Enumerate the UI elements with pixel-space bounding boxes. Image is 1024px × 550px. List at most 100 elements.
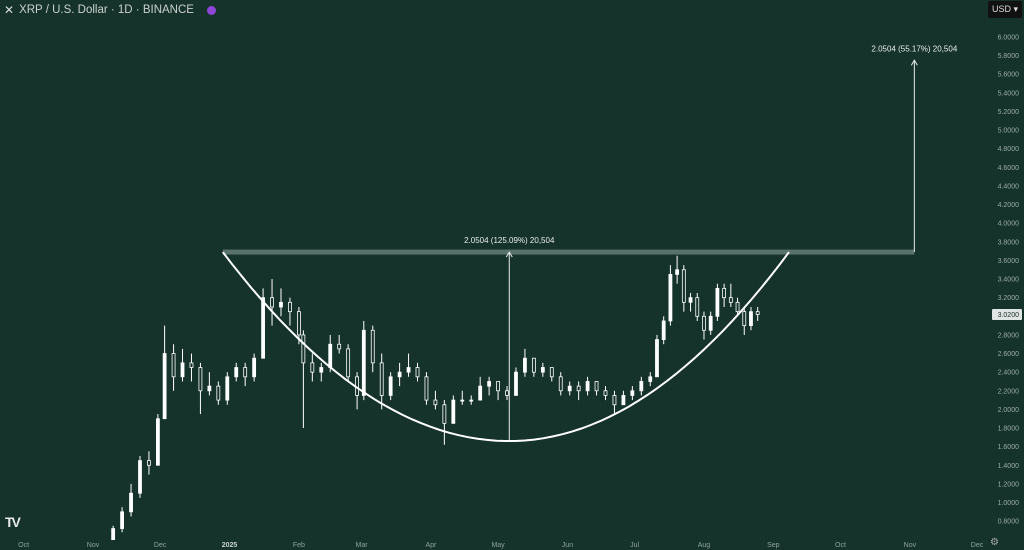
- candle: [469, 395, 474, 405]
- candle: [621, 390, 626, 406]
- y-tick-label: 5.8000: [998, 53, 1020, 60]
- candle: [138, 455, 142, 498]
- candle-body: [648, 376, 653, 382]
- candle-body: [668, 274, 673, 322]
- depth-arrow-label: 2.0504 (125.09%) 20,504: [464, 236, 555, 245]
- candle-body: [180, 362, 185, 378]
- candle-body: [630, 390, 635, 396]
- candle: [225, 372, 230, 405]
- candle: [252, 353, 257, 382]
- candle-body: [612, 395, 617, 406]
- candle: [415, 362, 420, 382]
- candle: [722, 283, 727, 307]
- candle-body: [310, 362, 315, 373]
- candle: [198, 362, 203, 415]
- candle-body: [728, 297, 733, 303]
- candle: [531, 357, 536, 377]
- candle: [603, 386, 608, 401]
- candle-body: [695, 297, 700, 317]
- candle-body: [576, 385, 581, 392]
- candle-body: [361, 329, 366, 396]
- candle-body: [523, 357, 527, 373]
- candle-body: [216, 385, 221, 401]
- candle: [156, 414, 160, 466]
- candle-body: [505, 390, 509, 396]
- x-tick-label: Oct: [835, 542, 846, 549]
- y-tick-label: 1.4000: [998, 463, 1020, 470]
- symbol-title: XRP / U.S. Dollar · 1D · BINANCE: [19, 4, 194, 16]
- candle-body: [514, 371, 518, 396]
- candle-body: [469, 399, 474, 402]
- candle: [346, 344, 351, 382]
- candle: [688, 293, 693, 312]
- x-tick-label: Dec: [154, 542, 167, 549]
- candle: [630, 386, 635, 401]
- candle-body: [702, 315, 706, 331]
- depth-arrow-head: [505, 251, 513, 258]
- candle: [216, 381, 221, 405]
- candle: [319, 362, 324, 382]
- candle: [460, 390, 465, 405]
- candle-body: [460, 399, 465, 402]
- candle-body: [585, 381, 590, 392]
- candle: [755, 306, 760, 321]
- candle-body: [567, 385, 572, 392]
- candle: [523, 348, 527, 377]
- candle: [189, 353, 194, 382]
- candle-body: [337, 343, 342, 350]
- candle-body: [397, 371, 402, 378]
- candle: [540, 362, 545, 377]
- gear-icon[interactable]: ⚙: [990, 537, 999, 548]
- candle: [742, 306, 747, 335]
- y-tick-label: 4.4000: [998, 183, 1020, 190]
- y-tick-label: 1.6000: [998, 444, 1020, 451]
- candle-body: [147, 460, 151, 466]
- candle-body: [742, 311, 747, 327]
- y-tick-label: 1.8000: [998, 426, 1020, 433]
- candle: [171, 344, 176, 391]
- y-tick-label: 1.0000: [998, 500, 1020, 507]
- candle: [749, 306, 753, 331]
- candle: [180, 348, 185, 382]
- candle: [648, 372, 653, 387]
- candle-body: [558, 376, 563, 392]
- candle: [639, 376, 644, 396]
- y-tick-label: 4.0000: [998, 221, 1020, 228]
- candle-body: [243, 367, 248, 378]
- candle: [702, 311, 706, 340]
- candle-body: [735, 301, 740, 313]
- candle: [728, 283, 733, 307]
- candle-body: [162, 353, 167, 420]
- candle: [279, 288, 283, 317]
- candle: [514, 367, 518, 396]
- close-icon[interactable]: ✕: [4, 3, 15, 17]
- y-tick-label: 5.0000: [998, 128, 1020, 135]
- candle-body: [234, 367, 239, 378]
- candle-body: [749, 311, 753, 327]
- currency-selector[interactable]: USD ▾: [987, 1, 1022, 18]
- candle: [661, 316, 666, 345]
- candle: [424, 372, 429, 405]
- y-tick-label: 5.6000: [998, 72, 1020, 79]
- current-price-label: 3.0200: [998, 312, 1020, 319]
- x-tick-label: Oct: [18, 542, 29, 549]
- candle: [496, 381, 500, 401]
- candle-body: [415, 367, 420, 378]
- candle: [681, 265, 686, 312]
- cup-curve: [222, 251, 790, 442]
- indicator-badge-icon[interactable]: [206, 5, 216, 15]
- candle-body: [603, 390, 608, 396]
- candle-body: [328, 343, 333, 368]
- candle: [433, 390, 438, 410]
- candle-body: [156, 418, 160, 466]
- candle: [668, 265, 673, 326]
- candle-body: [279, 301, 283, 308]
- candle: [120, 507, 124, 533]
- candle-body: [531, 357, 536, 373]
- x-tick-label: Sep: [767, 542, 780, 549]
- candle-body: [478, 385, 483, 401]
- candle-body: [451, 399, 456, 424]
- candle: [370, 325, 375, 373]
- chart-header: ✕ XRP / U.S. Dollar · 1D · BINANCE: [4, 2, 216, 18]
